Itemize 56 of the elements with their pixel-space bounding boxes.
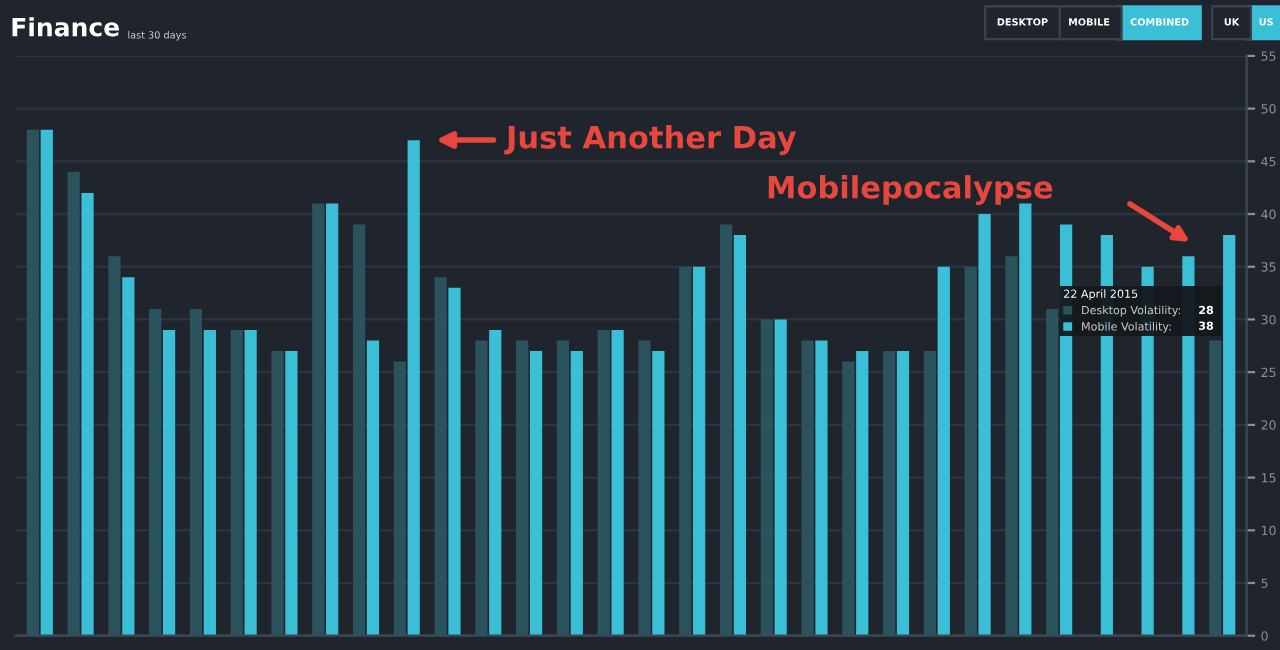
bar	[652, 351, 665, 636]
bar	[964, 266, 977, 636]
annotation: Mobilepocalypse	[768, 175, 1053, 205]
bar	[774, 319, 787, 636]
bar	[352, 224, 366, 636]
bar	[856, 351, 869, 636]
bar	[719, 224, 733, 636]
bar	[1019, 203, 1032, 636]
bar	[760, 319, 773, 636]
chart-title: Finance	[12, 17, 119, 37]
bar	[801, 340, 814, 636]
bar	[366, 340, 380, 636]
bar	[162, 329, 176, 636]
bar	[597, 329, 610, 636]
bar	[733, 235, 747, 636]
bar	[434, 277, 447, 636]
bar	[407, 140, 420, 636]
bar	[978, 214, 991, 636]
bar	[1209, 340, 1222, 636]
bar	[679, 266, 692, 636]
bar	[475, 340, 488, 636]
bar	[244, 329, 257, 636]
bar	[312, 203, 325, 636]
bar	[489, 329, 502, 636]
bar	[937, 266, 950, 636]
bar	[81, 192, 94, 636]
bar	[108, 256, 121, 636]
bar	[693, 266, 706, 636]
bar	[393, 361, 406, 636]
bar	[326, 203, 339, 636]
bar	[203, 329, 216, 636]
bar	[556, 340, 570, 636]
bar	[923, 351, 937, 636]
bar	[570, 351, 583, 636]
bar	[529, 351, 543, 636]
bar	[122, 277, 135, 636]
bar	[67, 171, 80, 636]
bar	[40, 129, 53, 636]
bar	[896, 351, 910, 636]
bar	[285, 351, 298, 636]
bar	[26, 129, 40, 636]
bar	[883, 351, 896, 636]
bar	[815, 340, 828, 636]
bar	[1223, 235, 1236, 636]
bar	[842, 361, 855, 636]
bar	[1005, 256, 1018, 636]
bar	[638, 340, 651, 636]
bar	[516, 340, 529, 636]
bar	[230, 329, 243, 636]
annotation: Just Another Day	[504, 125, 797, 155]
bar	[1046, 308, 1059, 636]
bar	[448, 287, 461, 636]
bar	[271, 351, 284, 636]
bar	[149, 308, 162, 636]
bar	[189, 308, 203, 636]
bar	[611, 329, 624, 636]
